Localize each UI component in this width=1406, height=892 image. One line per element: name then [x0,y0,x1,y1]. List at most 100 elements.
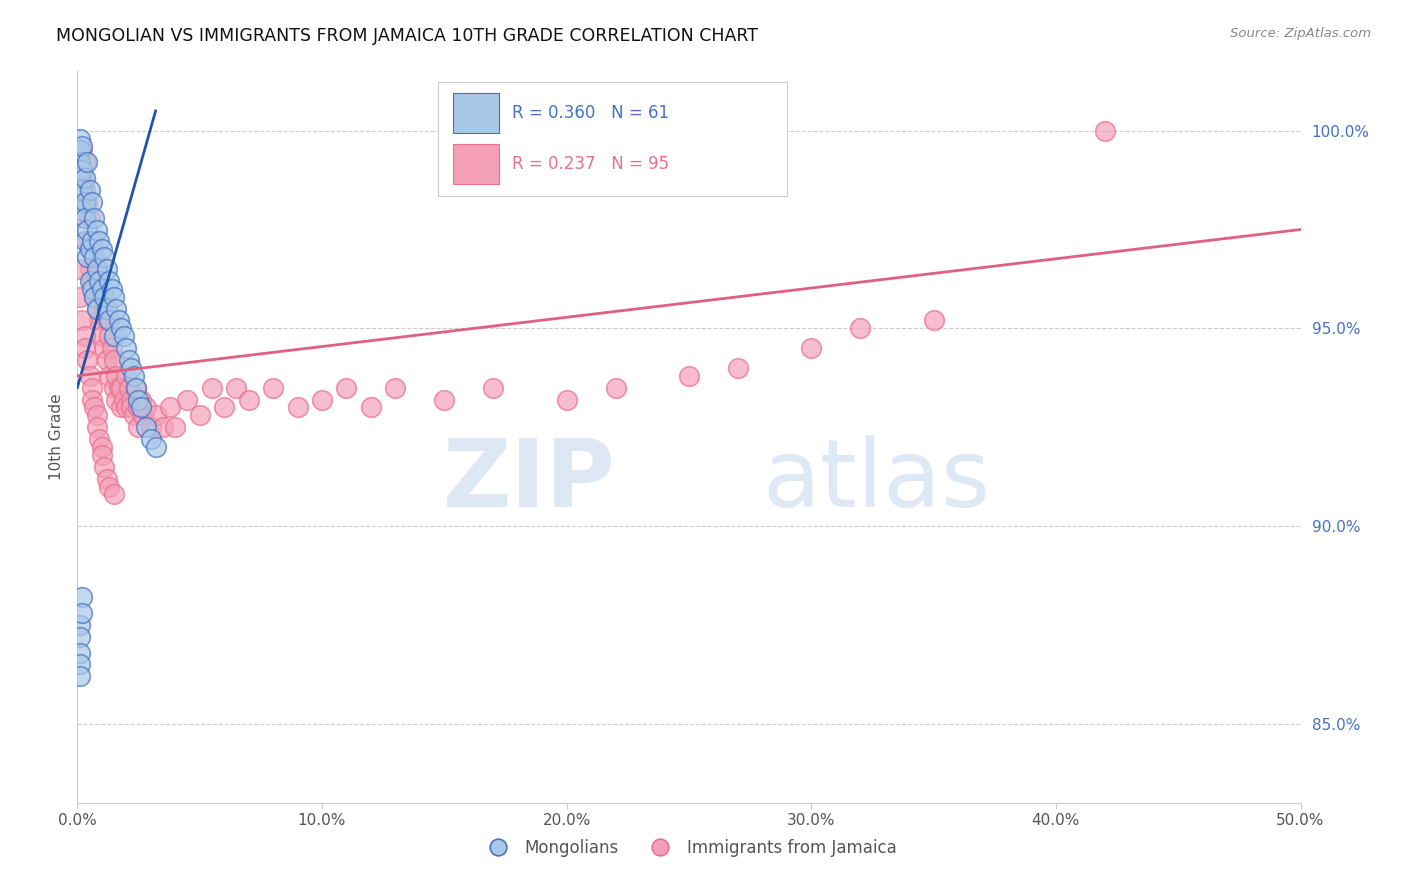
Point [127,401,149,415]
Point [73,329,96,343]
Point [1094,123,1116,137]
Point [727,360,749,375]
Point [76,194,98,209]
Point [135,420,157,434]
Text: R = 0.237   N = 95: R = 0.237 N = 95 [512,155,669,173]
Point [80,282,103,296]
Point [73,235,96,249]
Point [110,381,132,395]
Point [125,381,148,395]
FancyBboxPatch shape [453,93,499,133]
Point [605,381,627,395]
Point [145,409,167,423]
Point [139,432,162,446]
Point [69,618,91,632]
Point [90,242,112,256]
Point [287,401,309,415]
Point [118,381,141,395]
Point [103,381,125,395]
Point [98,274,121,288]
Point [73,211,96,225]
Point [103,353,125,368]
Point [678,368,700,383]
Point [89,274,111,288]
Point [112,329,135,343]
Point [212,401,235,415]
Point [69,171,91,186]
Point [73,171,96,186]
Point [86,262,108,277]
Point [83,250,105,264]
Point [96,313,118,327]
Point [69,155,91,169]
Point [70,183,93,197]
Point [69,630,91,644]
Point [79,274,101,288]
Point [98,329,121,343]
Point [93,250,115,264]
Point [262,381,284,395]
Point [86,409,108,423]
Point [69,131,91,145]
Point [96,301,118,316]
Point [127,392,149,407]
Point [90,440,112,454]
Point [98,368,121,383]
Point [159,401,181,415]
Point [80,381,103,395]
Point [79,262,101,277]
Point [79,183,101,197]
Point [93,341,115,355]
Point [70,591,93,605]
Point [70,606,93,620]
Text: Source: ZipAtlas.com: Source: ZipAtlas.com [1230,27,1371,40]
Point [79,242,101,256]
FancyBboxPatch shape [439,82,787,195]
Point [76,353,98,368]
Point [89,313,111,327]
Point [73,341,96,355]
Point [105,301,128,316]
Point [135,401,157,415]
Point [384,381,406,395]
Point [311,392,333,407]
Point [83,211,105,225]
Point [86,222,108,236]
Point [922,313,945,327]
Point [83,290,105,304]
Point [110,321,132,335]
Point [152,420,174,434]
Point [800,341,823,355]
Point [80,194,103,209]
Point [90,329,112,343]
Point [89,235,111,249]
Point [129,401,152,415]
Point [69,290,91,304]
Point [108,381,131,395]
Point [482,381,505,395]
Point [120,360,142,375]
Point [73,155,96,169]
Point [238,392,260,407]
Point [93,459,115,474]
Point [105,392,128,407]
Point [110,401,132,415]
Point [79,211,101,225]
Point [100,341,122,355]
Point [112,392,135,407]
Point [70,171,93,186]
Point [139,420,162,434]
Point [73,211,96,225]
Point [115,368,138,383]
Point [127,420,149,434]
Text: MONGOLIAN VS IMMIGRANTS FROM JAMAICA 10TH GRADE CORRELATION CHART: MONGOLIAN VS IMMIGRANTS FROM JAMAICA 10T… [56,27,758,45]
Point [83,250,105,264]
Point [83,401,105,415]
Point [122,409,145,423]
Point [98,479,121,493]
Point [120,401,142,415]
Point [108,313,131,327]
Point [96,472,118,486]
Point [70,144,93,158]
Text: ZIP: ZIP [443,435,616,527]
